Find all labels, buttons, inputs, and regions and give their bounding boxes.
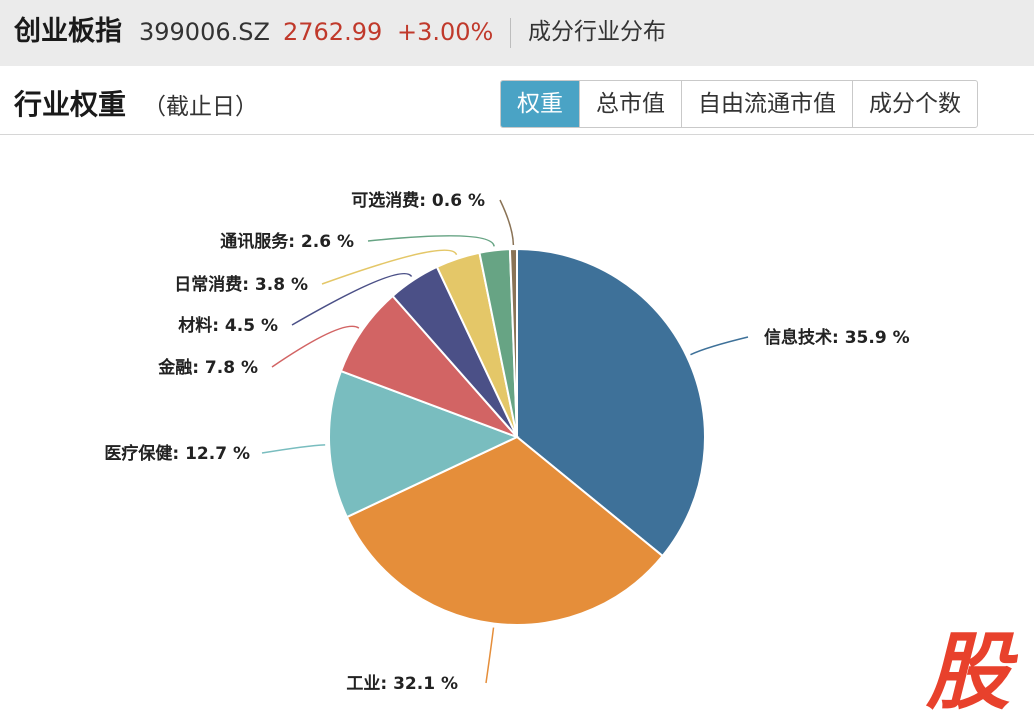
pie-slice-可选消费[interactable] <box>508 247 518 438</box>
tab-total-market-cap[interactable]: 总市值 <box>579 81 681 127</box>
section-header: 行业权重 （截止日） 权重 总市值 自由流通市值 成分个数 <box>0 72 1034 135</box>
index-header-bar: 创业板指 399006.SZ 2762.99 +3.00% 成分行业分布 <box>0 0 1034 66</box>
section-title: 行业权重 <box>14 88 127 121</box>
brand-logo: 股 <box>925 625 1018 711</box>
metric-tabs: 权重 总市值 自由流通市值 成分个数 <box>500 80 978 128</box>
slice-label-材料: 材料: 4.5 % <box>178 315 278 336</box>
slice-label-日常消费: 日常消费: 3.8 % <box>174 274 308 295</box>
leader-line-可选消费 <box>499 199 515 246</box>
pie-slice-工业[interactable] <box>345 435 665 626</box>
leader-line-医疗保健 <box>261 444 326 454</box>
slice-label-医疗保健: 医疗保健: 12.7 % <box>104 443 250 464</box>
leader-line-材料 <box>291 272 413 326</box>
leader-line-日常消费 <box>321 249 458 285</box>
header-divider <box>510 18 511 48</box>
slice-label-金融: 金融: 7.8 % <box>157 357 258 378</box>
section-subtitle: （截止日） <box>143 94 258 120</box>
label-leader-lines <box>261 199 749 684</box>
slice-label-可选消费: 可选消费: 0.6 % <box>351 190 485 211</box>
slice-label-信息技术: 信息技术: 35.9 % <box>764 327 910 348</box>
pie-slices <box>328 247 706 626</box>
tab-weight[interactable]: 权重 <box>501 81 579 127</box>
pie-slice-金融[interactable] <box>339 294 518 438</box>
leader-line-工业 <box>485 627 495 684</box>
industry-distribution-link[interactable]: 成分行业分布 <box>528 19 666 45</box>
index-change: +3.00% <box>397 18 494 46</box>
tab-constituent-count[interactable]: 成分个数 <box>852 81 977 127</box>
slice-labels: 信息技术: 35.9 % 工业: 32.1 % 医疗保健: 12.7 % 金融: 7.… <box>104 190 909 694</box>
pie-slice-医疗保健[interactable] <box>328 369 520 519</box>
index-price: 2762.99 <box>283 18 383 46</box>
slice-label-通讯服务: 通讯服务: 2.6 % <box>220 231 354 252</box>
leader-line-通讯服务 <box>367 235 495 247</box>
leader-line-信息技术 <box>690 336 749 356</box>
brand-logo-glyph: 股 <box>925 625 1018 711</box>
tab-free-float-market-cap[interactable]: 自由流通市值 <box>681 81 852 127</box>
index-code: 399006.SZ <box>139 18 270 46</box>
slice-label-工业: 工业: 32.1 % <box>346 674 458 694</box>
industry-weight-pie-chart: 信息技术: 35.9 % 工业: 32.1 % 医疗保健: 12.7 % 金融: 7.… <box>104 190 909 694</box>
leader-line-金融 <box>271 325 360 368</box>
index-name: 创业板指 <box>14 16 122 47</box>
pie-slice-信息技术[interactable] <box>516 247 706 558</box>
